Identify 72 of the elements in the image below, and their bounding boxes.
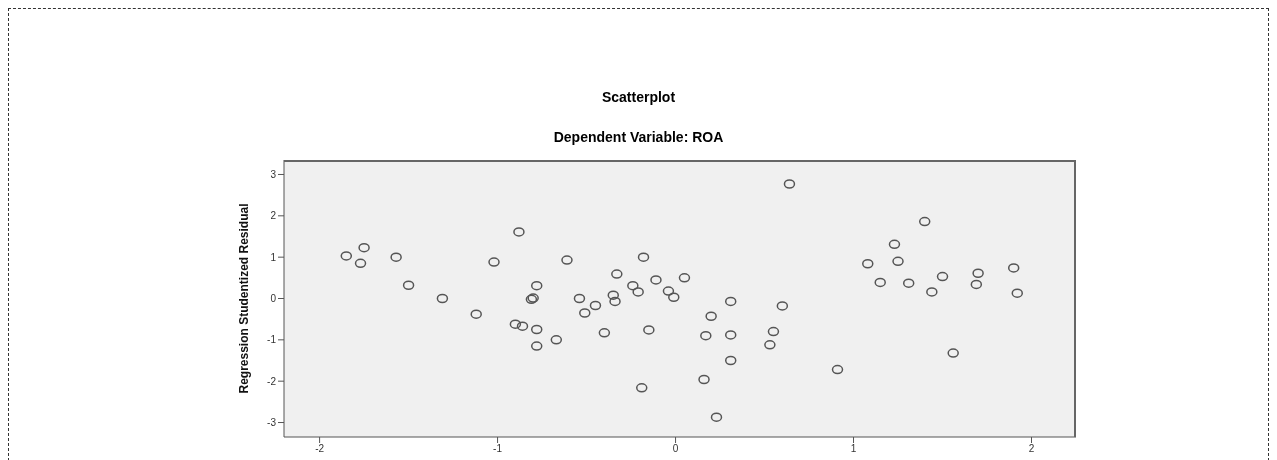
point — [358, 242, 370, 253]
point — [1011, 288, 1024, 298]
point — [970, 279, 983, 290]
point — [550, 335, 563, 345]
point — [650, 275, 662, 285]
point — [607, 290, 620, 300]
point — [892, 256, 904, 267]
point — [724, 330, 737, 340]
chart-title: Scatterplot — [600, 89, 677, 105]
point — [530, 341, 543, 351]
point — [874, 277, 886, 288]
point — [573, 293, 586, 304]
y-tick-label: 0 — [270, 293, 277, 305]
point — [1007, 263, 1020, 273]
point — [724, 355, 737, 366]
point — [598, 328, 611, 338]
point — [513, 227, 525, 237]
point — [776, 301, 789, 311]
point — [561, 255, 573, 265]
y-tick-label: -2 — [267, 375, 277, 387]
point — [530, 280, 543, 291]
point — [589, 300, 602, 311]
x-tick-label: -1 — [493, 443, 503, 455]
chart-subtitle: Dependent Variable: ROA — [552, 129, 725, 145]
x-tick-label: 0 — [672, 443, 679, 455]
point — [470, 309, 482, 319]
point — [936, 271, 949, 282]
point — [643, 325, 655, 335]
y-tick-label: 3 — [270, 169, 277, 181]
point — [637, 252, 650, 262]
point — [678, 273, 691, 283]
point — [354, 258, 367, 269]
point — [947, 348, 959, 358]
point — [436, 293, 449, 304]
point — [609, 296, 621, 307]
x-tick-label: -2 — [315, 443, 325, 455]
point — [783, 179, 796, 189]
point — [579, 308, 591, 318]
x-tick-label: 1 — [850, 443, 857, 455]
point — [862, 259, 874, 269]
point — [611, 269, 623, 279]
point — [705, 311, 717, 322]
point — [972, 268, 984, 279]
point — [764, 340, 776, 350]
point — [662, 286, 675, 296]
point — [635, 383, 648, 393]
point — [340, 251, 353, 261]
point — [888, 239, 901, 250]
point — [402, 280, 415, 291]
point — [390, 252, 402, 262]
point — [668, 292, 680, 303]
point — [831, 364, 844, 375]
y-tick-label: 2 — [270, 210, 277, 222]
point — [516, 321, 529, 331]
point — [724, 296, 737, 307]
point — [698, 374, 710, 385]
x-tick-label: 2 — [1028, 443, 1035, 455]
point — [632, 287, 644, 297]
point — [767, 326, 780, 337]
y-tick-label: -1 — [267, 334, 277, 346]
point — [918, 216, 931, 227]
point — [530, 324, 543, 335]
point — [627, 280, 639, 291]
y-tick-label: -3 — [267, 417, 277, 429]
y-axis-title: Regression Studentized Residual — [237, 203, 252, 394]
point — [902, 278, 915, 288]
point — [710, 412, 723, 422]
point — [509, 319, 522, 329]
y-tick-label: 1 — [270, 251, 277, 263]
point — [700, 330, 712, 341]
point — [926, 287, 938, 297]
point — [488, 257, 500, 267]
